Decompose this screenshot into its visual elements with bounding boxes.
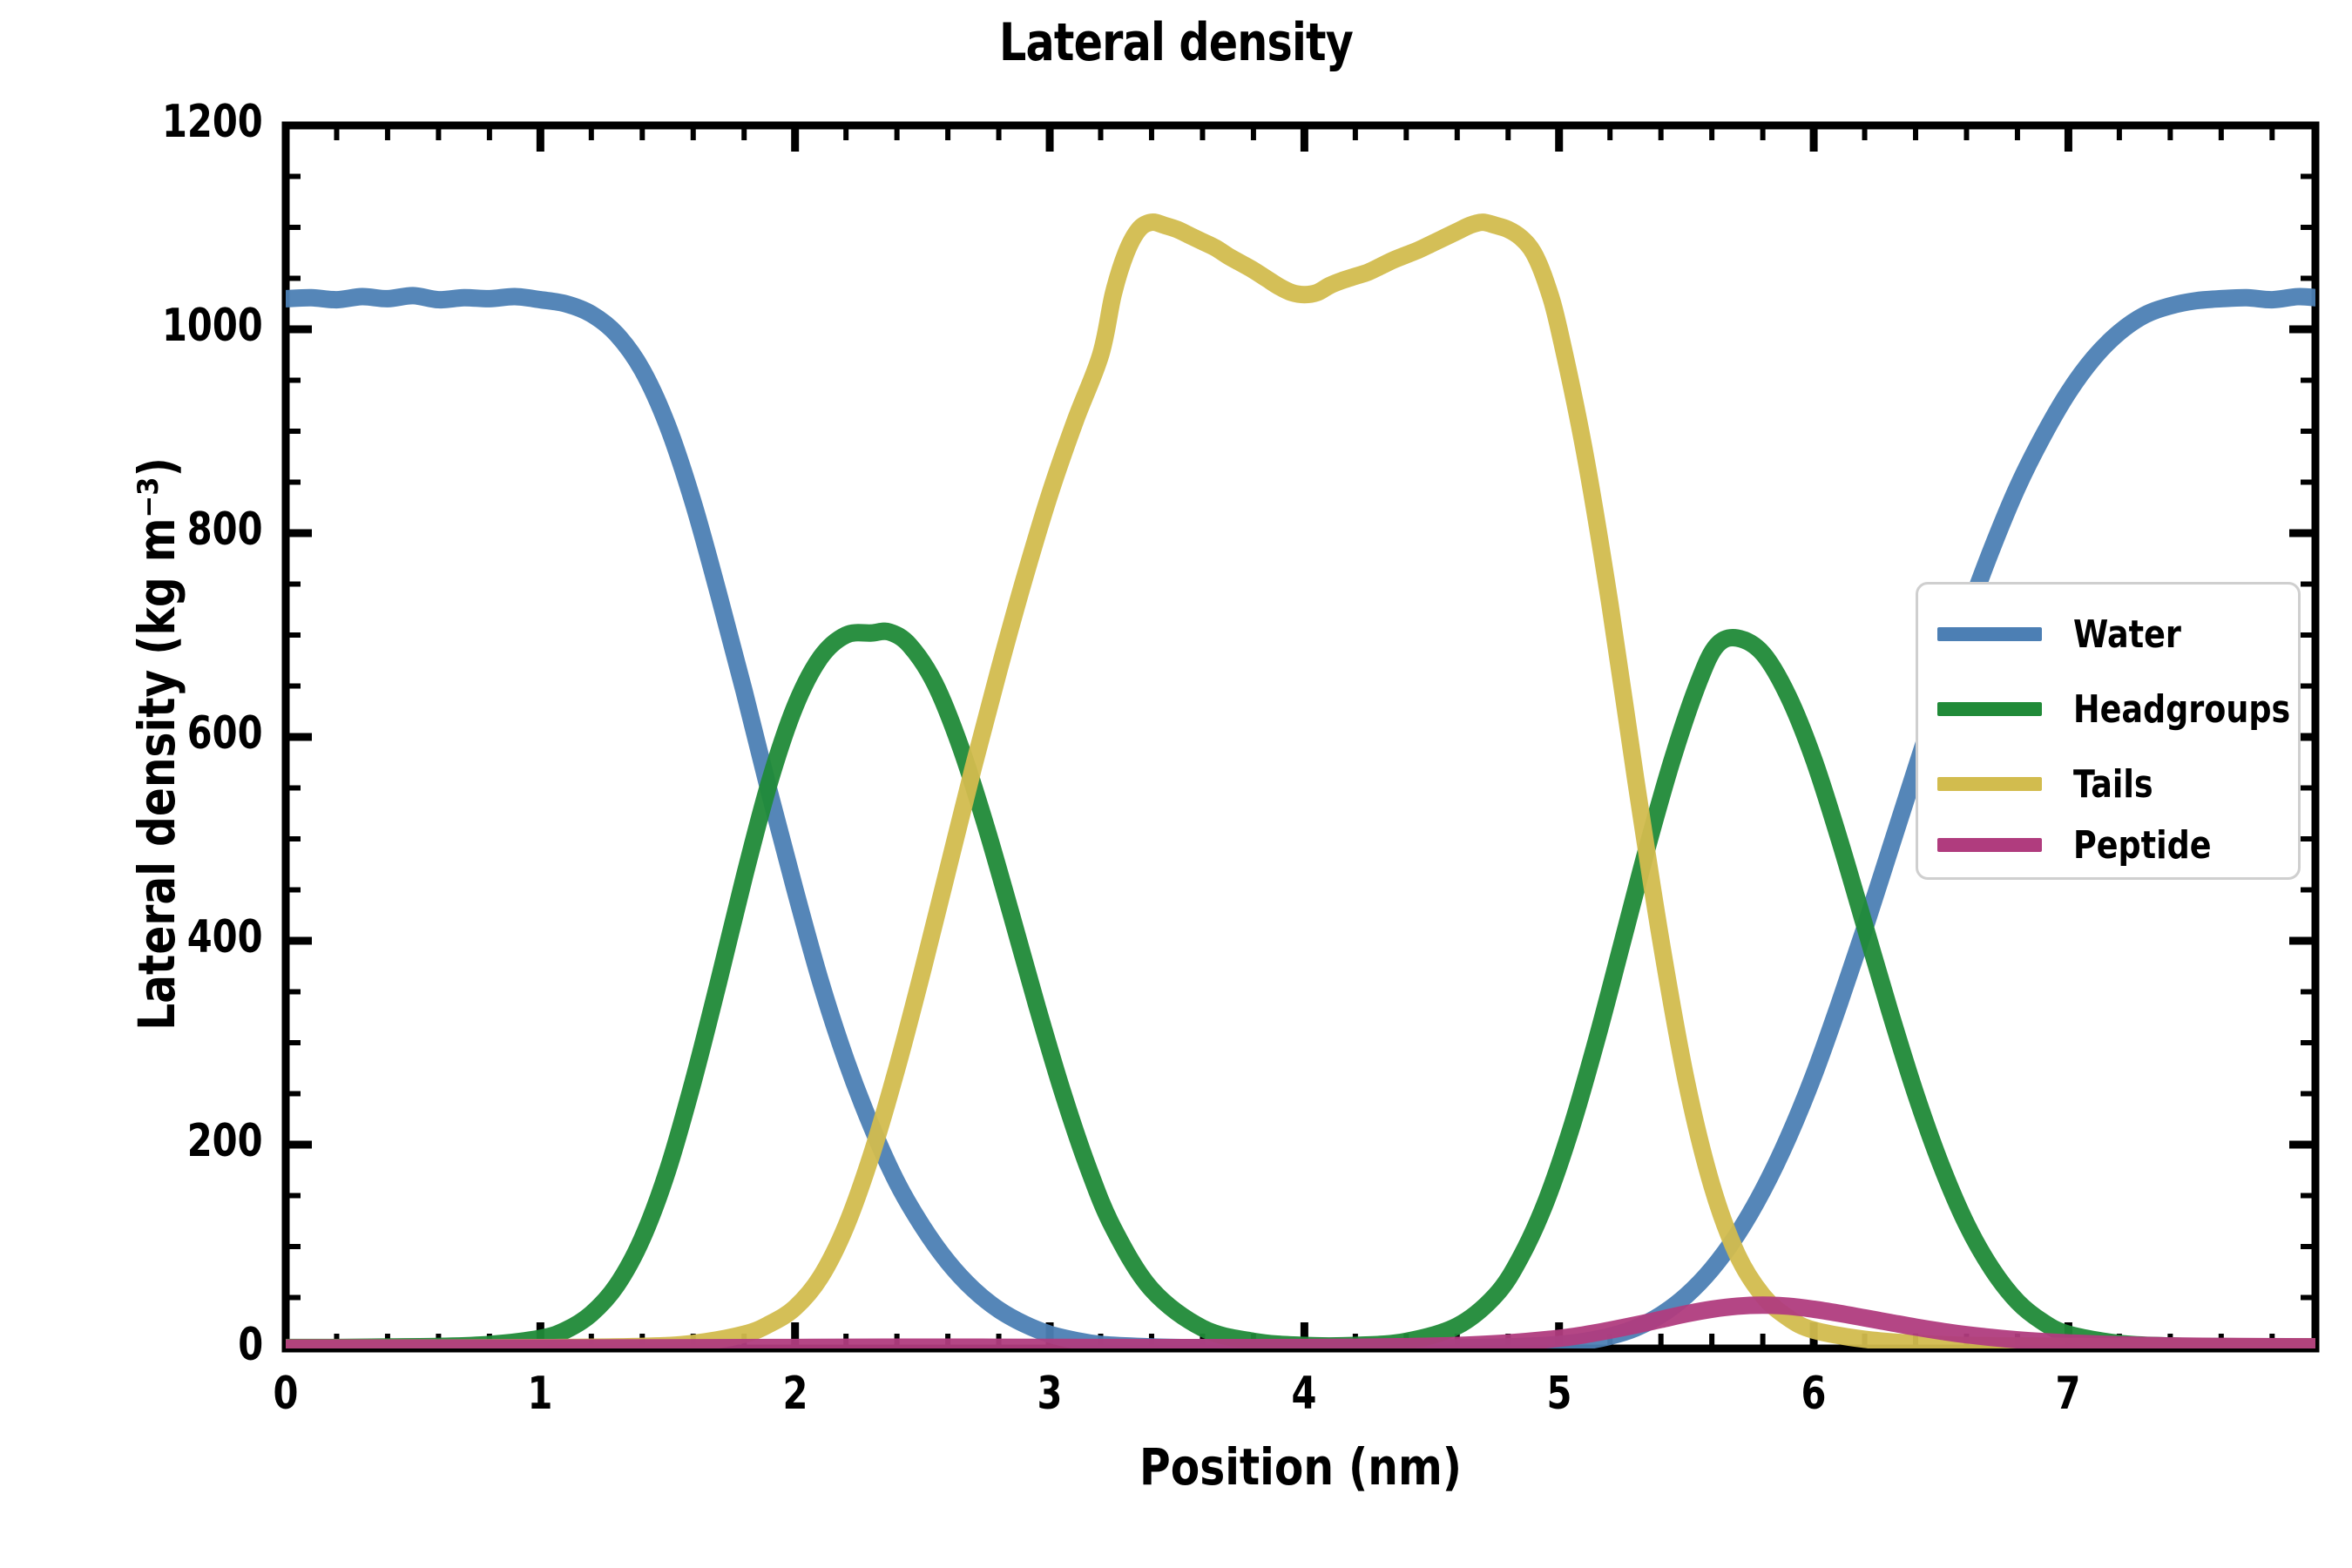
x-tick-label: 3 [1037,1368,1063,1420]
y-tick-label: 600 [187,707,263,760]
x-tick-label: 4 [1291,1368,1317,1420]
y-tick-label: 200 [187,1115,263,1167]
legend-label-water: Water [2073,612,2181,657]
y-tick-label: 800 [187,504,263,556]
legend-label-tails: Tails [2073,761,2153,807]
y-tick-label: 1200 [162,96,263,148]
chart-title: Lateral density [999,12,1354,73]
x-tick-label: 5 [1546,1368,1572,1420]
legend-swatch-peptide [1937,838,2042,852]
series-line-tails [286,213,2315,1348]
legend-item-peptide[interactable]: Peptide [1918,808,2303,882]
y-tick-label: 400 [187,911,263,963]
x-tick-label: 7 [2055,1368,2081,1420]
x-axis-label: Position (nm) [1139,1437,1462,1497]
legend-swatch-headgroups [1937,702,2042,716]
series-line-peptide [286,1296,2315,1348]
data-series-group [286,213,2315,1348]
y-tick-label: 1000 [162,300,263,352]
x-tick-label: 1 [527,1368,553,1420]
legend-label-headgroups: Headgroups [2073,686,2291,732]
legend-item-water[interactable]: Water [1918,597,2303,672]
x-tick-label: 2 [782,1368,808,1420]
y-tick-label: 0 [238,1319,263,1371]
x-tick-label: 0 [273,1368,299,1420]
chart-legend[interactable]: Water Headgroups Tails Peptide [1916,582,2301,880]
legend-item-tails[interactable]: Tails [1918,747,2303,821]
legend-label-peptide: Peptide [2073,822,2212,868]
x-tick-label: 6 [1801,1368,1827,1420]
legend-swatch-water [1937,627,2042,641]
legend-item-headgroups[interactable]: Headgroups [1918,672,2303,747]
legend-swatch-tails [1937,777,2042,791]
